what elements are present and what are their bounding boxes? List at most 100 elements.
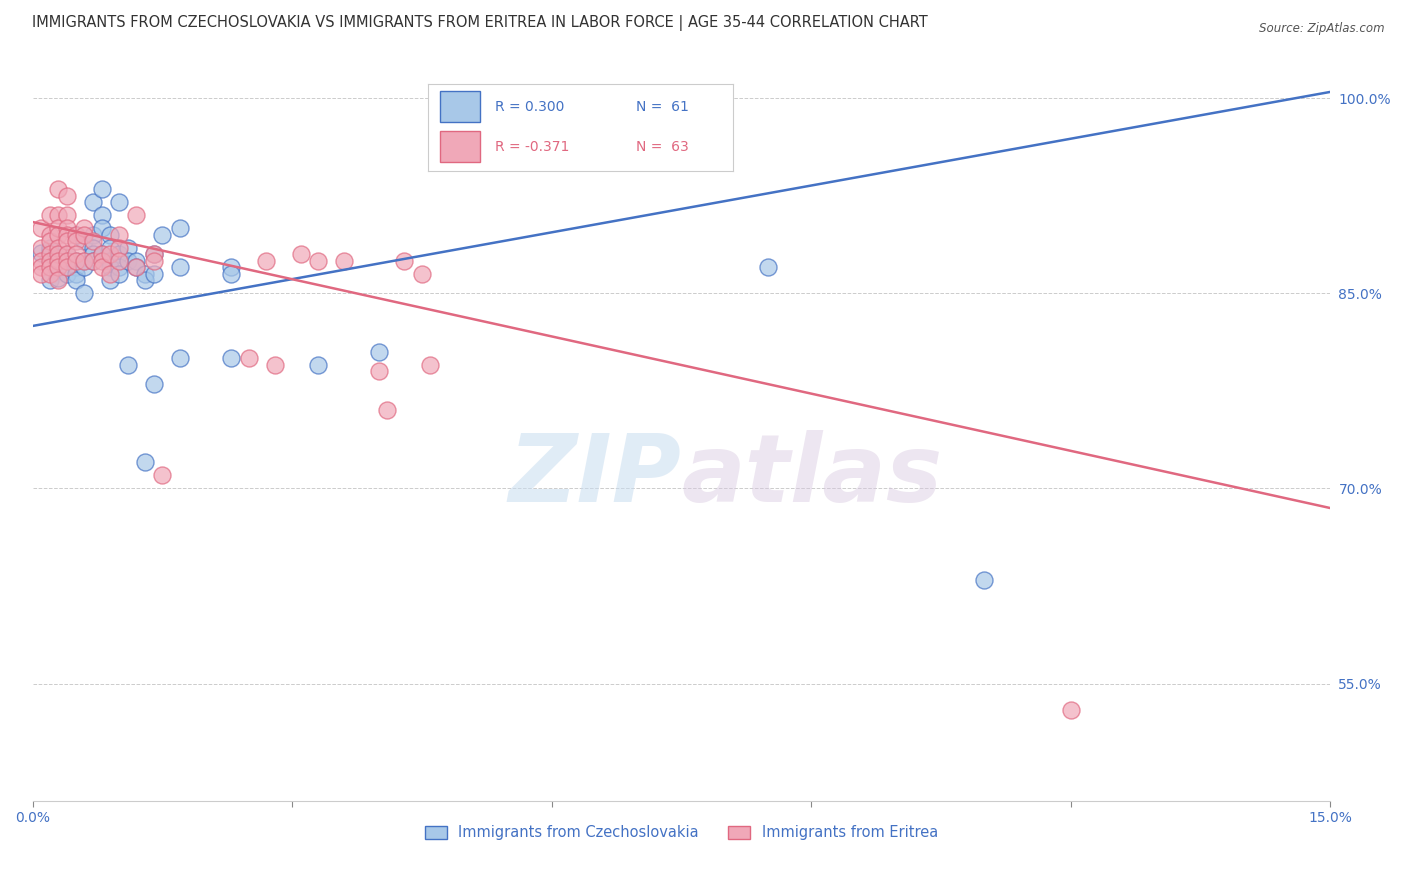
Point	[90, 209, 112, 223]
Point	[142, 247, 165, 261]
Point	[142, 254, 165, 268]
Point	[238, 351, 260, 366]
Point	[48, 273, 70, 287]
Point	[90, 254, 112, 268]
Point	[134, 455, 156, 469]
Point	[98, 267, 121, 281]
Point	[221, 260, 243, 275]
Point	[117, 358, 139, 372]
Point	[419, 358, 441, 372]
Point	[108, 247, 131, 261]
Point	[134, 273, 156, 287]
Point	[38, 235, 60, 249]
Point	[169, 221, 191, 235]
Point	[38, 227, 60, 242]
Point	[254, 254, 277, 268]
Point	[56, 247, 79, 261]
Point	[90, 182, 112, 196]
Point	[48, 260, 70, 275]
Point	[90, 221, 112, 235]
Point	[307, 254, 329, 268]
Point	[82, 195, 104, 210]
Point	[73, 260, 96, 275]
Point	[65, 235, 87, 249]
Point	[48, 227, 70, 242]
Point	[1059, 702, 1081, 716]
Point	[290, 247, 312, 261]
Point	[65, 247, 87, 261]
Point	[142, 377, 165, 392]
Point	[48, 209, 70, 223]
Point	[56, 209, 79, 223]
Point	[134, 267, 156, 281]
Point	[108, 267, 131, 281]
Point	[367, 345, 389, 359]
Point	[973, 573, 995, 587]
Point	[65, 227, 87, 242]
Point	[30, 221, 52, 235]
Point	[82, 235, 104, 249]
Point	[98, 241, 121, 255]
Legend: Immigrants from Czechoslovakia, Immigrants from Eritrea: Immigrants from Czechoslovakia, Immigran…	[419, 820, 943, 846]
Point	[411, 267, 433, 281]
Point	[56, 235, 79, 249]
Point	[125, 209, 148, 223]
Point	[38, 273, 60, 287]
Point	[48, 182, 70, 196]
Point	[307, 358, 329, 372]
Point	[90, 247, 112, 261]
Point	[38, 241, 60, 255]
Point	[90, 260, 112, 275]
Point	[73, 227, 96, 242]
Point	[125, 260, 148, 275]
Text: IMMIGRANTS FROM CZECHOSLOVAKIA VS IMMIGRANTS FROM ERITREA IN LABOR FORCE | AGE 3: IMMIGRANTS FROM CZECHOSLOVAKIA VS IMMIGR…	[32, 15, 928, 31]
Point	[98, 254, 121, 268]
Point	[38, 260, 60, 275]
Point	[221, 267, 243, 281]
Point	[73, 286, 96, 301]
Point	[38, 247, 60, 261]
Point	[150, 227, 173, 242]
Point	[90, 247, 112, 261]
Point	[56, 254, 79, 268]
Point	[38, 254, 60, 268]
Point	[117, 254, 139, 268]
Point	[56, 221, 79, 235]
Point	[48, 271, 70, 285]
Point	[125, 260, 148, 275]
Point	[56, 254, 79, 268]
Point	[150, 468, 173, 483]
Point	[38, 267, 60, 281]
Point	[108, 260, 131, 275]
Point	[30, 254, 52, 268]
Point	[56, 260, 79, 275]
Point	[56, 247, 79, 261]
Point	[169, 351, 191, 366]
Point	[56, 267, 79, 281]
Point	[98, 273, 121, 287]
Point	[82, 247, 104, 261]
Point	[30, 267, 52, 281]
Point	[82, 227, 104, 242]
Point	[65, 227, 87, 242]
Point	[65, 254, 87, 268]
Point	[169, 260, 191, 275]
Point	[65, 254, 87, 268]
Point	[73, 254, 96, 268]
Point	[56, 227, 79, 242]
Point	[394, 254, 416, 268]
Point	[375, 403, 398, 417]
Point	[30, 260, 52, 275]
Point	[65, 260, 87, 275]
Point	[98, 260, 121, 275]
Point	[48, 254, 70, 268]
Point	[82, 254, 104, 268]
Point	[82, 254, 104, 268]
Point	[98, 247, 121, 261]
Point	[108, 195, 131, 210]
Point	[98, 227, 121, 242]
Point	[108, 254, 131, 268]
Point	[38, 209, 60, 223]
Point	[56, 189, 79, 203]
Point	[142, 247, 165, 261]
